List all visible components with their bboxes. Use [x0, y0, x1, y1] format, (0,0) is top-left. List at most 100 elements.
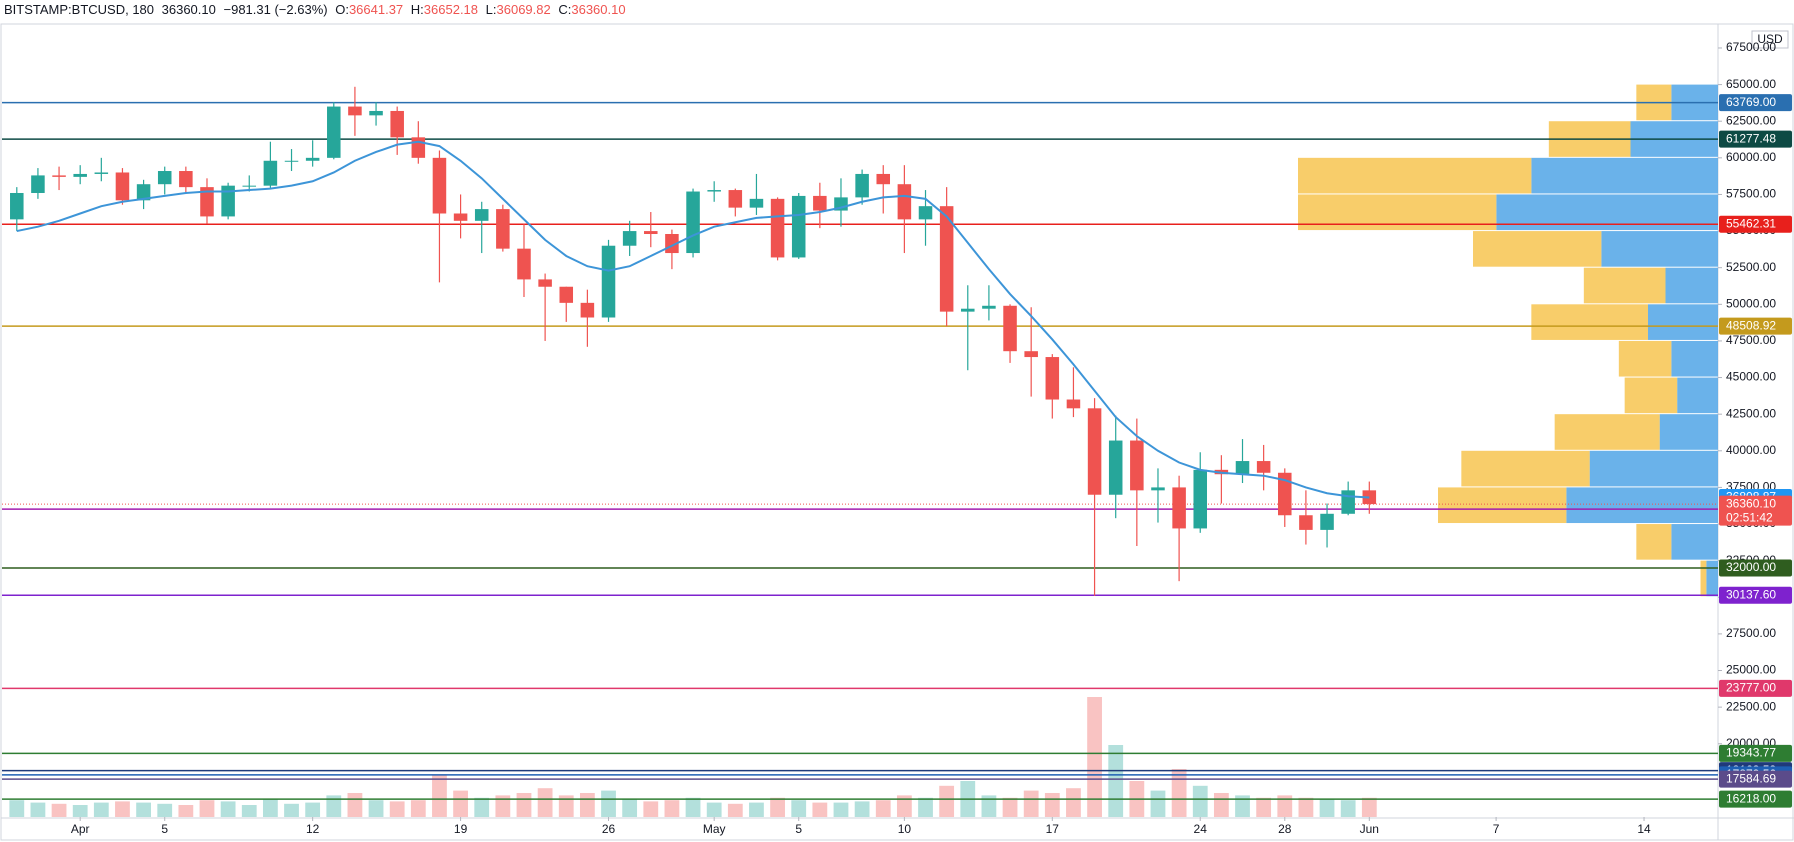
candle-body [200, 187, 214, 217]
volume-bar [115, 801, 130, 817]
price-label: 17584.69 [1726, 771, 1776, 785]
candle-body [855, 173, 869, 198]
candle-body [31, 175, 45, 193]
candle-body [1151, 487, 1165, 491]
volume-bar [833, 802, 849, 817]
candle-body [749, 198, 764, 208]
price-label-box [1719, 94, 1792, 112]
y-tick-label: 25000.00 [1726, 663, 1776, 677]
candle-body [369, 110, 383, 116]
volume-bar [643, 801, 659, 817]
y-tick-label: 52500.00 [1726, 260, 1776, 274]
candle-body [1045, 357, 1060, 400]
candle-body [1235, 461, 1250, 475]
x-tick-label: 14 [1637, 822, 1651, 836]
symbol: BITSTAMP:BTCUSD, 180 [4, 2, 154, 17]
volume-bar [1108, 745, 1124, 817]
candle-body [179, 171, 193, 188]
candle-body [559, 286, 574, 303]
profile-up [1531, 157, 1718, 194]
volume-bar [854, 801, 870, 817]
y-tick-label: 22500.00 [1726, 699, 1776, 713]
price-label: 63769.00 [1726, 95, 1776, 109]
candle-body [1130, 440, 1144, 491]
y-tick-label: 42500.00 [1726, 406, 1776, 420]
y-tick-label: 67500.00 [1726, 40, 1776, 54]
candle-body [1299, 515, 1313, 530]
profile-down [1624, 377, 1678, 414]
x-tick-label: May [703, 822, 726, 836]
price-label: 48508.92 [1726, 318, 1776, 332]
price-label: 19343.77 [1726, 746, 1776, 760]
candle-body [221, 185, 235, 217]
candle-body [1024, 351, 1038, 358]
volume-bar [1319, 799, 1335, 817]
candle-body [327, 106, 341, 158]
frame [0, 23, 1794, 841]
volume-bar [432, 775, 447, 817]
volume-bar [727, 803, 743, 817]
price-label-box [1719, 770, 1792, 788]
candle-body [1066, 399, 1081, 409]
close-label: C: [558, 2, 571, 17]
candle-body [496, 209, 510, 249]
candle-body [728, 190, 743, 208]
volume-bar [749, 802, 764, 817]
volume-bar [1171, 769, 1187, 817]
y-tick-label: 62500.00 [1726, 113, 1776, 127]
volume-bar [875, 800, 891, 817]
candle-body [1320, 513, 1334, 530]
volume-bar [1298, 797, 1314, 817]
candle-body [580, 302, 595, 318]
price-label: 61277.48 [1726, 131, 1776, 145]
volume-bar [474, 797, 490, 817]
profile-down [1554, 414, 1660, 450]
price-label: 23777.00 [1726, 681, 1776, 695]
profile-down [1700, 560, 1707, 597]
volume-bar [706, 802, 722, 817]
x-tick-label: 26 [602, 822, 616, 836]
candle-body [622, 231, 637, 246]
candle-body [305, 157, 320, 161]
candle-body [1193, 469, 1208, 529]
volume-bar [1361, 797, 1377, 817]
candle-body [1172, 487, 1186, 529]
candle-body [686, 191, 700, 254]
volume-bar [1213, 793, 1229, 817]
candle-body [1087, 408, 1102, 495]
low-label: L: [486, 2, 497, 17]
currency-box [1751, 30, 1789, 49]
low-value: 36069.82 [497, 2, 551, 17]
candle-body [1278, 472, 1292, 516]
volume-bar [1277, 795, 1293, 817]
x-tick-label: 12 [306, 822, 320, 836]
profile-down [1473, 231, 1602, 267]
candle-body [813, 195, 827, 211]
profile-up [1659, 414, 1718, 450]
profile-up [1665, 267, 1718, 304]
volume-bar [1340, 800, 1356, 817]
volume-bar [558, 795, 574, 817]
x-tick-label: 5 [795, 822, 802, 836]
y-tick-label: 47500.00 [1726, 333, 1776, 347]
candle-body [263, 160, 278, 186]
candle-body [538, 279, 552, 287]
candle-body [474, 209, 489, 221]
price-label: 36360.10 [1726, 496, 1776, 510]
volume-bar [516, 793, 532, 817]
price-label-box [1719, 215, 1792, 233]
profile-down [1461, 450, 1590, 487]
volume-bar [622, 799, 638, 817]
candle-body [10, 192, 24, 220]
volume-bar [30, 802, 46, 817]
volume-bar [918, 797, 933, 817]
volume-bar [1044, 793, 1060, 817]
volume-bar [199, 800, 215, 817]
volume-bar [939, 785, 955, 817]
volume-bar [896, 795, 912, 817]
candle-body [390, 110, 404, 138]
candle-body [961, 308, 975, 312]
candle-body [115, 172, 130, 201]
price-label-box [1719, 744, 1792, 762]
